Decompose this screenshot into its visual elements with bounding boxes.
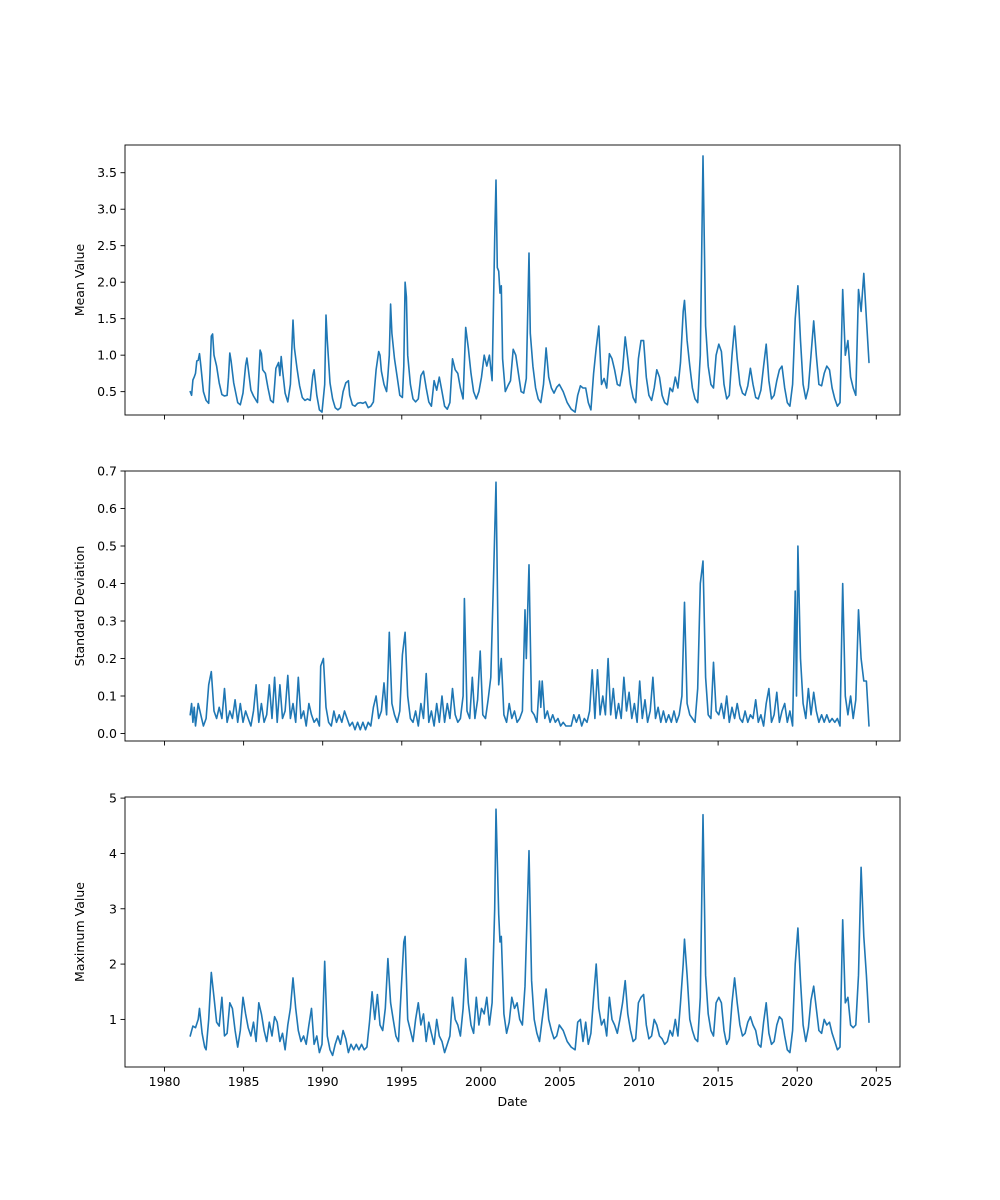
x-tick-label: 2025	[860, 1074, 892, 1089]
x-tick-label: 2000	[465, 1074, 497, 1089]
y-tick-label: 3.0	[97, 202, 117, 217]
y-tick-label: 5	[109, 791, 117, 806]
y-tick-label: 0.2	[97, 651, 117, 666]
x-tick-label: 1990	[307, 1074, 339, 1089]
y-tick-label: 1	[109, 1012, 117, 1027]
y-axis-label: Mean Value	[72, 244, 87, 317]
y-tick-label: 2	[109, 957, 117, 972]
subplots: 0.5 1.0 1.5 2.0 2.5 3.0 3.5 Mean Value 0.0 0.1 0.2…	[72, 144, 901, 1109]
x-tick-label: 1995	[386, 1074, 418, 1089]
x-tick-label: 1980	[149, 1074, 181, 1089]
y-tick-label: 0.7	[97, 464, 117, 479]
y-tick-label: 0.6	[97, 501, 117, 516]
subplot-1: 0.5 1.0 1.5 2.0 2.5 3.0 3.5 Mean Value	[72, 144, 901, 420]
y-axis-label: Maximum Value	[72, 882, 87, 982]
series-line-1	[189, 155, 870, 413]
y-tick-label: 2.0	[97, 275, 117, 290]
axes-frame	[124, 796, 901, 1068]
subplot-2: 0.0 0.1 0.2 0.3 0.4 0.5 0.6 0.7 Standard Deviati…	[72, 464, 901, 746]
y-tick-label: 1.5	[97, 311, 117, 326]
y-tick-label: 0.5	[97, 539, 117, 554]
y-tick-label: 0.1	[97, 689, 117, 704]
axes-frame	[124, 470, 901, 742]
x-axis-label: Date	[498, 1094, 528, 1109]
series-line-1	[189, 481, 870, 731]
axes-frame	[124, 144, 901, 416]
x-tick-label: 2020	[781, 1074, 813, 1089]
y-tick-label: 0.3	[97, 614, 117, 629]
x-tick-label: 2015	[702, 1074, 734, 1089]
y-axis-label: Standard Deviation	[72, 546, 87, 667]
series-line-1	[189, 808, 870, 1057]
y-tick-label: 0.0	[97, 726, 117, 741]
y-tick-label: 3.5	[97, 165, 117, 180]
y-tick-label: 0.5	[97, 384, 117, 399]
x-tick-label: 2005	[544, 1074, 576, 1089]
y-tick-label: 2.5	[97, 238, 117, 253]
x-tick-label: 2010	[623, 1074, 655, 1089]
y-tick-label: 0.4	[97, 576, 117, 591]
x-tick-label: 1985	[228, 1074, 260, 1089]
subplot-3: 1980 1985 1990 1995 2000 2005 2010 2015 2020 2025…	[72, 791, 901, 1109]
y-tick-label: 4	[109, 846, 117, 861]
y-tick-label: 1.0	[97, 348, 117, 363]
y-tick-label: 3	[109, 901, 117, 916]
